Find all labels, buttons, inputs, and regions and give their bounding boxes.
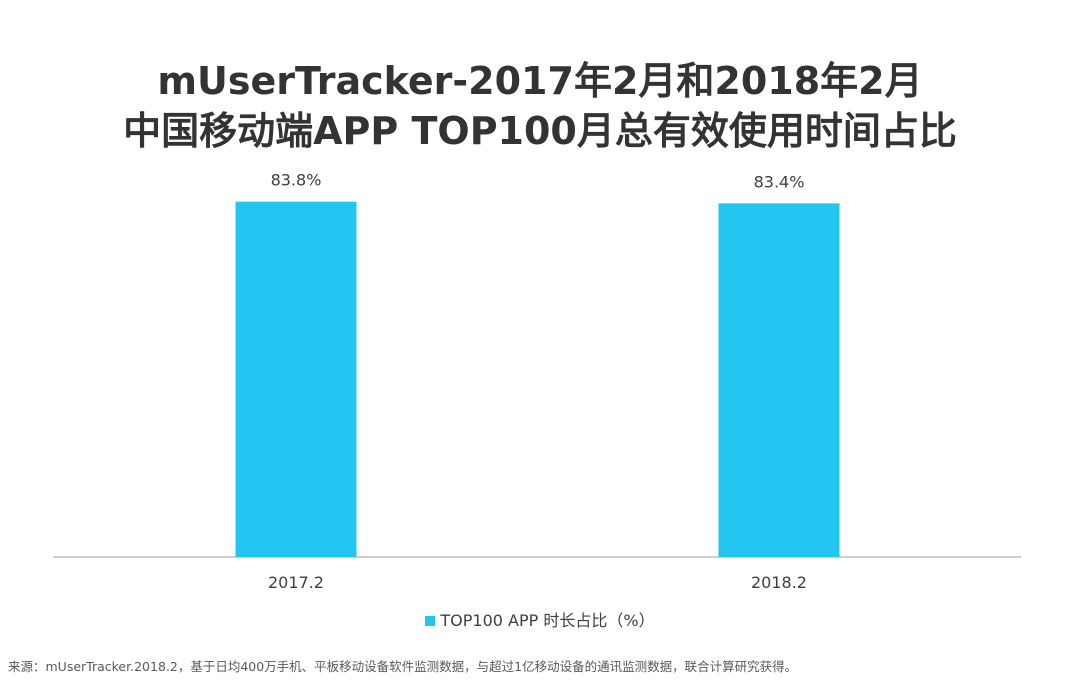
chart-title-line-1: mUserTracker-2017年2月和2018年2月 bbox=[157, 59, 923, 103]
source-note: 来源：mUserTracker.2018.2，基于日均400万手机、平板移动设备… bbox=[8, 659, 798, 674]
x-tick-label-2018.2: 2018.2 bbox=[751, 573, 807, 592]
legend: TOP100 APP 时长占比（%） bbox=[0, 607, 1080, 631]
data-label-2017.2: 83.8% bbox=[271, 171, 322, 190]
data-label-2018.2: 83.4% bbox=[754, 172, 805, 191]
legend-swatch bbox=[425, 616, 436, 626]
bar-2017.2 bbox=[235, 201, 357, 558]
x-tick-label-2017.2: 2017.2 bbox=[268, 573, 324, 592]
legend-label: TOP100 APP 时长占比（%） bbox=[440, 611, 655, 630]
bar-2018.2 bbox=[718, 203, 840, 557]
chart-title-line-2: 中国移动端APP TOP100月总有效使用时间占比 bbox=[123, 109, 957, 153]
